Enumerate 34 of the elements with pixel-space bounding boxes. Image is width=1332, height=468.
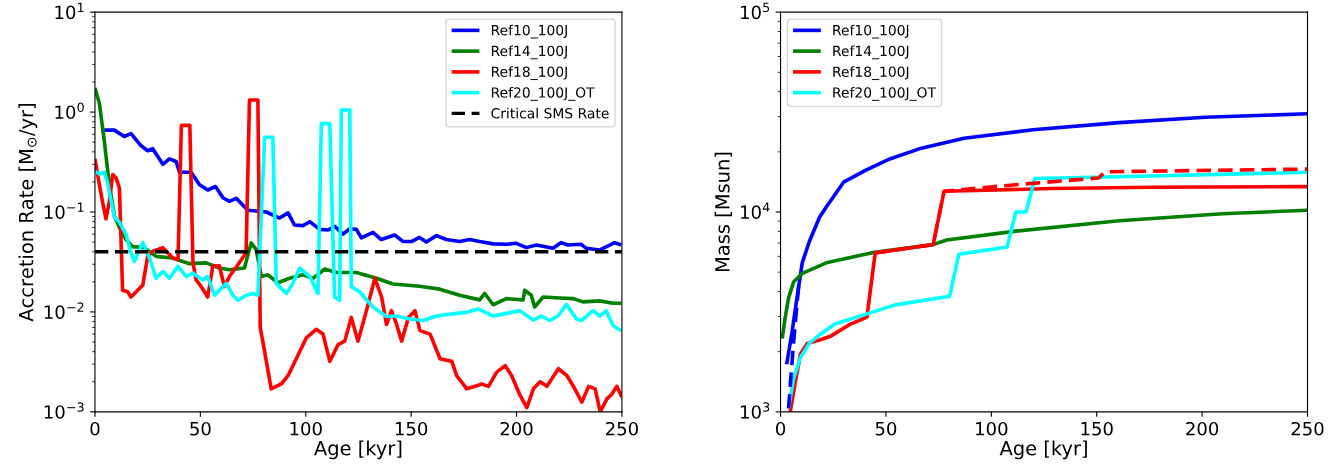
legend-label: Ref20_100J_OT [491, 86, 595, 101]
x-tick-label: 100 [976, 421, 1008, 436]
y-tick-label: 10$^{1}$ [55, 2, 84, 20]
legend-label: Ref14_100J [491, 45, 567, 60]
x-axis-title: Age [kyr] [314, 440, 402, 460]
line-series [94, 108, 622, 333]
y-axis-title: Mass [Msun] [714, 152, 733, 272]
x-tick-label: 0 [776, 421, 786, 436]
legend-label: Critical SMS Rate [491, 107, 609, 119]
y-tick-label: 10$^{−3}$ [44, 402, 84, 419]
legend-label: Ref20_100J_OT [833, 86, 937, 101]
legend-label: Ref18_100J [491, 66, 567, 81]
x-tick-label: 250 [1291, 421, 1324, 436]
legend-label: Ref10_100J [833, 24, 909, 39]
y-tick-label: 10$^{0}$ [55, 102, 84, 120]
x-tick-label: 200 [1186, 421, 1219, 436]
x-tick-label: 50 [190, 421, 211, 436]
y-tick-label: 10$^{3}$ [741, 402, 770, 419]
legend-label: Ref10_100J [491, 24, 567, 39]
legend-label: Ref14_100J [833, 45, 909, 60]
x-tick-label: 200 [500, 421, 533, 436]
y-axis-title: Accretion Rate [M$_{⊙}$/yr] [18, 104, 38, 322]
x-tick-label: 50 [875, 421, 897, 436]
x-tick-label: 250 [606, 421, 638, 436]
x-tick-label: 150 [1081, 421, 1113, 436]
y-tick-label: 10$^{5}$ [741, 2, 770, 20]
x-tick-label: 100 [290, 421, 322, 436]
y-tick-label: 10$^{4}$ [741, 202, 770, 219]
x-tick-label: 0 [90, 421, 100, 436]
x-axis-title: Age [kyr] [999, 440, 1087, 460]
x-tick-label: 150 [395, 421, 428, 436]
y-tick-label: 10$^{−2}$ [44, 302, 84, 319]
legend-label: Ref18_100J [833, 66, 909, 81]
y-tick-label: 10$^{−1}$ [44, 202, 84, 219]
